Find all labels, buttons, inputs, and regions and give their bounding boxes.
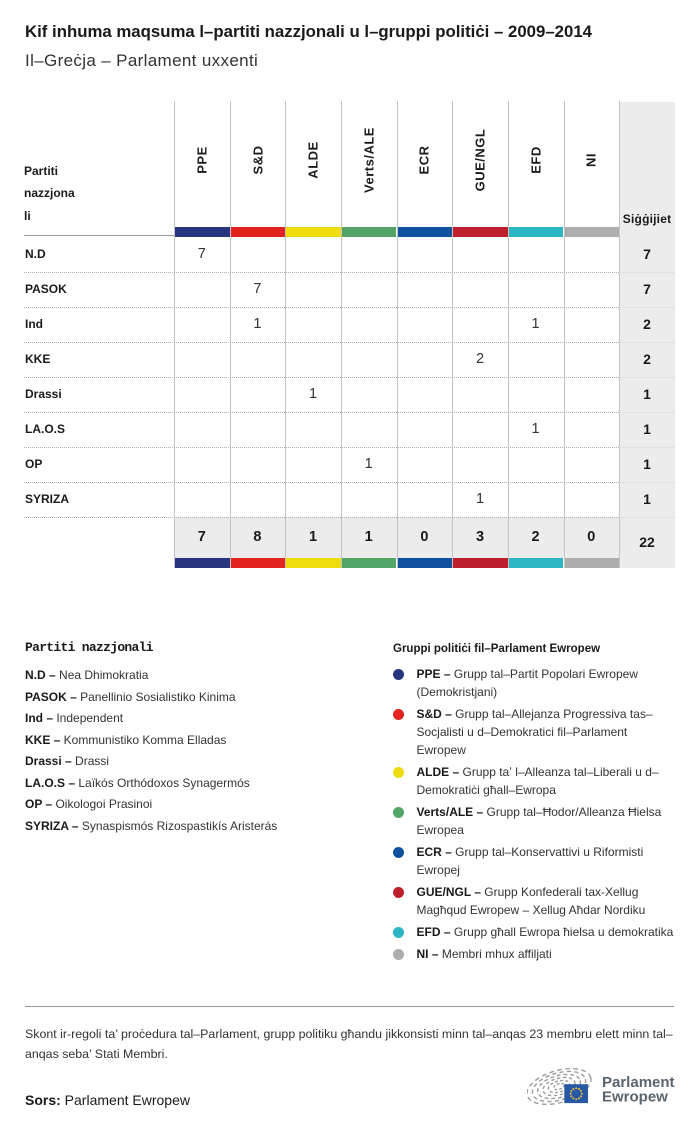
- svg-text:Parlament: Parlament: [602, 1074, 675, 1091]
- svg-text:Ewropew: Ewropew: [602, 1088, 668, 1105]
